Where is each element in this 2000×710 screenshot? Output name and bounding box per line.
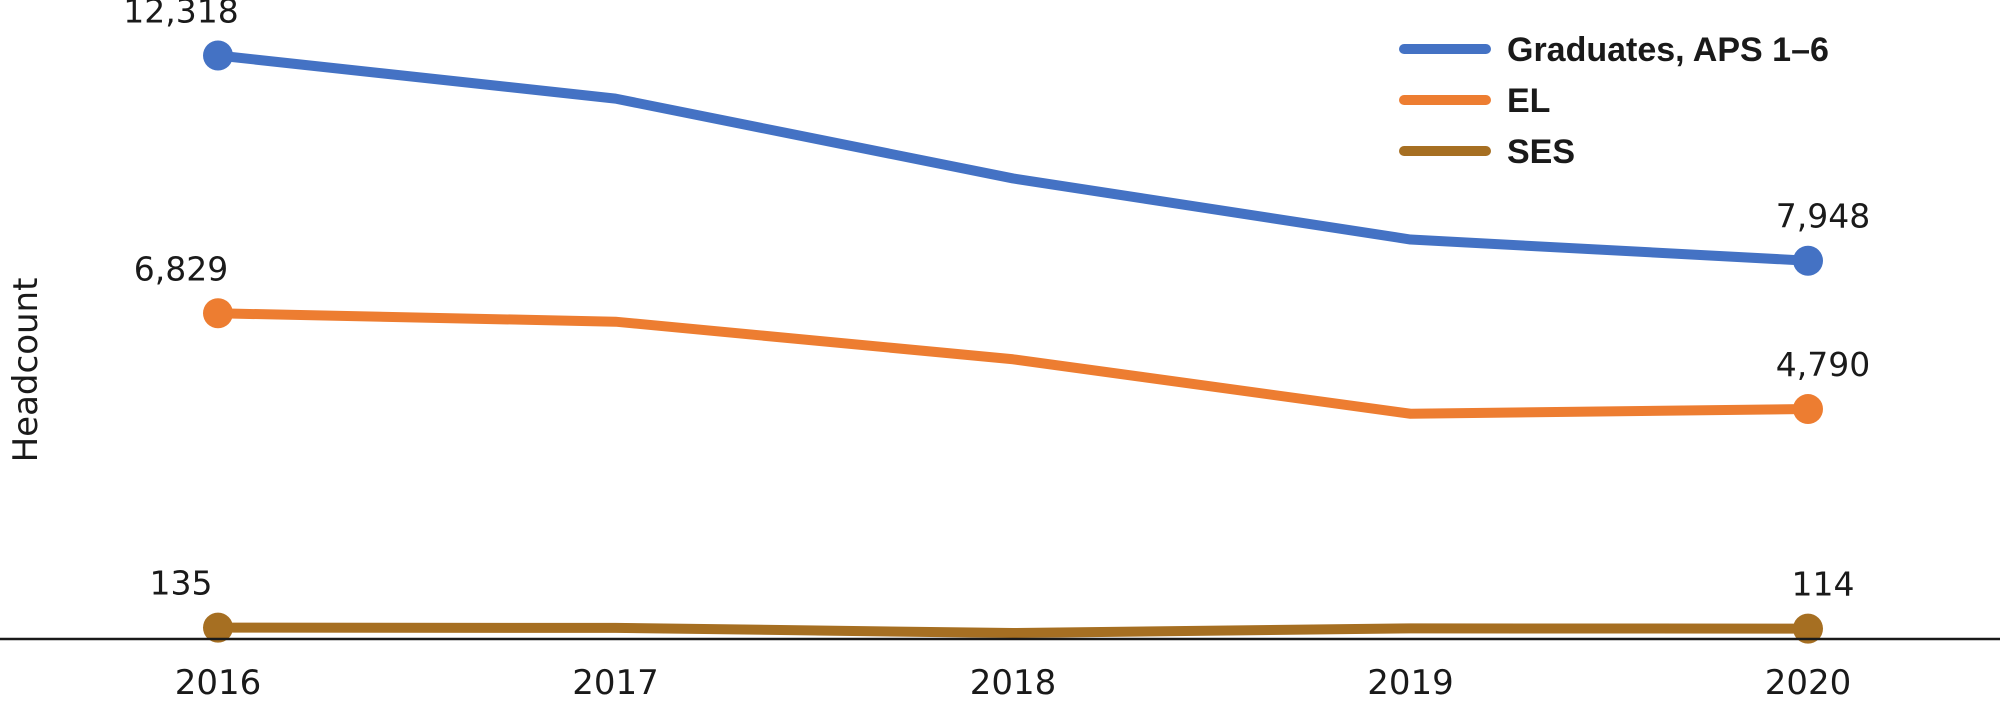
series-2-data-label-4: 114: [1792, 565, 1855, 604]
legend-label-2: SES: [1507, 133, 1575, 171]
series-line-1: [213, 308, 1813, 419]
x-tick-label-2018: 2018: [970, 663, 1057, 703]
series-1-data-label-0: 6,829: [134, 249, 228, 288]
series-2-data-label-0: 135: [150, 564, 213, 603]
series-1-data-label-4: 4,790: [1776, 345, 1870, 384]
x-axis-ticks: 2016 2017 2018 2019 2020: [175, 663, 1852, 703]
series-2-point-0: [203, 612, 233, 643]
series-line-0: [213, 50, 1813, 266]
x-tick-label-2020: 2020: [1765, 663, 1852, 703]
plot-area: 12,318 7,948 6,829 4,790 135 114: [123, 0, 1870, 644]
series-0-point-4: [1793, 245, 1823, 276]
x-tick-label-2017: 2017: [572, 663, 659, 703]
x-tick-label-2019: 2019: [1367, 663, 1454, 703]
series-line-2: [213, 622, 1813, 639]
series-1-point-0: [203, 298, 233, 329]
legend: Graduates, APS 1–6 EL SES: [1399, 31, 1829, 171]
series-0-point-0: [203, 40, 233, 71]
series-0-data-label-4: 7,948: [1776, 197, 1870, 236]
series-2-point-4: [1793, 613, 1823, 644]
legend-label-1: EL: [1507, 82, 1550, 120]
y-axis-title: Headcount: [6, 278, 46, 463]
series-0-data-label-0: 12,318: [123, 0, 238, 31]
series-1-point-4: [1793, 394, 1823, 425]
legend-label-0: Graduates, APS 1–6: [1507, 31, 1829, 69]
x-tick-label-2016: 2016: [175, 663, 262, 703]
